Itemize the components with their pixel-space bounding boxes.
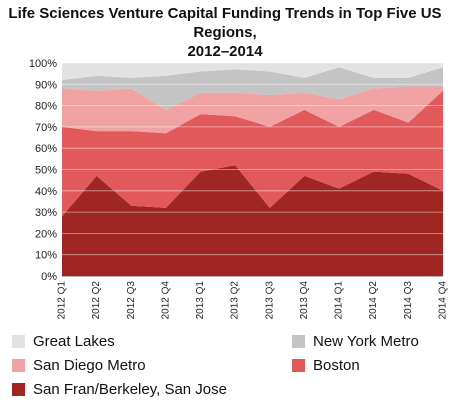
x-tick-label: 2013 Q2 <box>230 281 241 320</box>
y-tick-label: 40% <box>35 186 57 198</box>
x-tick-label: 2012 Q4 <box>160 281 171 320</box>
x-tick-label: 2012 Q1 <box>57 281 68 320</box>
y-tick-label: 60% <box>35 143 57 155</box>
area-series-0 <box>62 165 443 276</box>
y-tick-label: 30% <box>35 207 57 219</box>
x-tick-label: 2013 Q1 <box>195 281 206 320</box>
y-tick-label: 10% <box>35 250 57 262</box>
chart-title: Life Sciences Venture Capital Funding Tr… <box>0 4 450 61</box>
y-tick-label: 20% <box>35 228 57 240</box>
area-series-2 <box>62 86 443 134</box>
chart-title-line1: Life Sciences Venture Capital Funding Tr… <box>8 5 442 41</box>
x-tick-label: 2013 Q4 <box>299 281 310 320</box>
x-tick-label: 2014 Q3 <box>403 281 414 320</box>
y-tick-label: 100% <box>29 58 57 70</box>
x-tick-label: 2012 Q2 <box>91 281 102 320</box>
y-tick-label: 70% <box>35 122 57 134</box>
y-tick-label: 50% <box>35 165 57 177</box>
x-tick-label: 2012 Q3 <box>126 281 137 320</box>
y-tick-label: 0% <box>41 271 57 283</box>
x-tick-label: 2014 Q2 <box>368 281 379 320</box>
y-tick-label: 80% <box>35 101 57 113</box>
area-series-1 <box>62 90 443 217</box>
area-series-3 <box>62 67 443 110</box>
y-tick-label: 90% <box>35 79 57 91</box>
x-tick-label: 2013 Q3 <box>264 281 275 320</box>
area-series-4 <box>62 63 443 81</box>
x-tick-label: 2014 Q1 <box>334 281 345 320</box>
x-tick-label: 2014 Q4 <box>438 281 449 320</box>
chart-title-line2: 2012–2014 <box>187 43 263 60</box>
